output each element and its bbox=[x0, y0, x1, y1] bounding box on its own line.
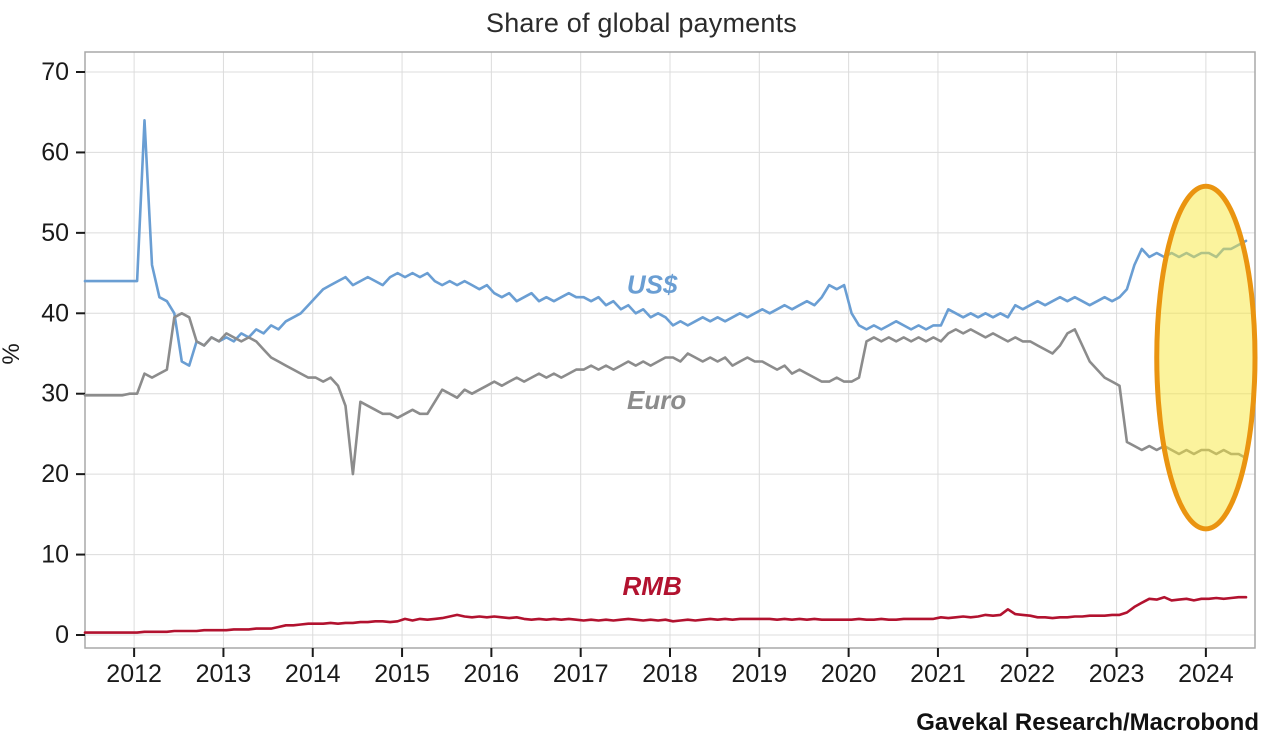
series-line-rmb bbox=[83, 595, 1248, 634]
chart-title: Share of global payments bbox=[486, 8, 797, 38]
series-label-us: US$ bbox=[627, 269, 678, 299]
y-tick-label: 60 bbox=[41, 138, 69, 166]
x-tick-label: 2021 bbox=[910, 660, 966, 688]
x-tick-label: 2012 bbox=[106, 660, 162, 688]
x-tick-label: 2014 bbox=[285, 660, 341, 688]
y-tick-label: 40 bbox=[41, 299, 69, 327]
x-tick-label: 2018 bbox=[642, 660, 698, 688]
x-tick-label: 2019 bbox=[732, 660, 788, 688]
x-tick-label: 2020 bbox=[821, 660, 877, 688]
highlight-ellipse bbox=[1154, 183, 1258, 532]
x-tick-label: 2016 bbox=[464, 660, 520, 688]
x-tick-label: 2015 bbox=[374, 660, 430, 688]
source-attribution: Gavekal Research/Macrobond bbox=[916, 709, 1259, 736]
y-tick-label: 20 bbox=[41, 460, 69, 488]
x-tick-label: 2024 bbox=[1178, 660, 1234, 688]
series-line-euro bbox=[83, 311, 1248, 476]
x-tick-label: 2013 bbox=[196, 660, 252, 688]
series-label-rmb: RMB bbox=[623, 571, 682, 601]
series-line-us bbox=[83, 119, 1248, 367]
y-tick-label: 0 bbox=[55, 621, 69, 649]
series-label-euro: Euro bbox=[627, 385, 686, 415]
x-tick-label: 2022 bbox=[999, 660, 1055, 688]
y-tick-label: 70 bbox=[41, 58, 69, 86]
y-tick-label: 50 bbox=[41, 219, 69, 247]
y-tick-label: 30 bbox=[41, 380, 69, 408]
x-tick-label: 2017 bbox=[553, 660, 609, 688]
x-tick-label: 2023 bbox=[1089, 660, 1145, 688]
y-tick-label: 10 bbox=[41, 541, 69, 569]
